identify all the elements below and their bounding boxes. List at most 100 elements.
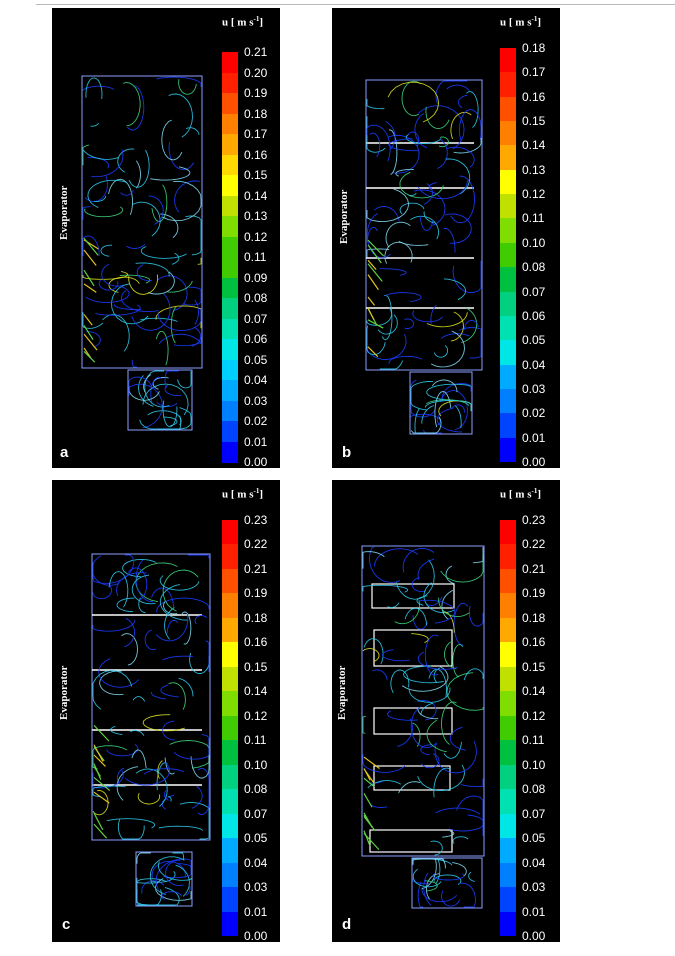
streamline	[442, 830, 455, 838]
streamline	[362, 551, 385, 569]
streamline	[366, 188, 410, 222]
streamline	[426, 873, 440, 900]
streamline	[138, 375, 154, 407]
streamline	[128, 149, 150, 188]
streamline	[135, 559, 154, 603]
streamline	[444, 213, 472, 244]
streamline	[131, 293, 171, 331]
streamline	[182, 286, 202, 306]
colorbar-segment	[222, 216, 238, 237]
colorbar-segment	[222, 72, 238, 94]
colorbar-segment	[222, 339, 238, 360]
colorbar-segment	[222, 441, 238, 463]
streamline	[423, 872, 432, 906]
streamline	[468, 871, 475, 882]
streamline	[440, 333, 470, 339]
unit-label: u [ m s-1]	[500, 15, 541, 29]
streamline	[191, 785, 203, 809]
unit-label: u [ m s-1]	[222, 15, 263, 29]
colorbar	[222, 520, 238, 937]
colorbar-segment	[500, 48, 516, 73]
colorbar-tick-label: 0.13	[522, 162, 546, 177]
streamline	[95, 304, 141, 316]
streamline	[131, 574, 156, 605]
colorbar-segment	[500, 169, 516, 195]
colorbar-tick-label: 0.17	[244, 127, 268, 141]
colorbar-tick-label: 0.18	[522, 41, 546, 55]
streamline	[366, 99, 385, 110]
colorbar	[500, 48, 516, 463]
streamline	[142, 383, 189, 416]
colorbar-segment	[222, 740, 238, 766]
colorbar-tick-label: 0.15	[522, 659, 546, 674]
streamline	[101, 263, 124, 287]
streamline	[93, 823, 108, 839]
panel-a: Evaporator u [ m s-1] 0.21 0.20 0.19 0.18 0.…	[52, 8, 280, 468]
streamline	[394, 600, 420, 625]
streamline	[410, 416, 442, 434]
streamline	[412, 858, 453, 866]
streamline	[188, 554, 210, 559]
streamline	[157, 307, 202, 332]
colorbar-tick-label: 0.03	[522, 880, 546, 895]
streamline	[426, 312, 468, 328]
streamline	[175, 864, 190, 897]
colorbar-tick-label: 0.06	[244, 332, 268, 346]
streamline	[450, 111, 472, 140]
colorbar-tick-label: 0.11	[522, 211, 545, 226]
colorbar-segment	[500, 315, 516, 341]
evaporator-label: Evaporator	[58, 185, 70, 240]
streamline	[150, 376, 163, 404]
streamline	[135, 160, 141, 189]
colorbar-tick-label: 0.19	[244, 586, 268, 601]
streamline	[161, 180, 202, 222]
streamline	[408, 687, 451, 703]
streamline	[92, 584, 112, 600]
unit-label: u [ m s-1]	[222, 487, 263, 501]
compartment-outline	[127, 369, 193, 431]
streamline	[458, 882, 476, 908]
streamline	[458, 327, 482, 359]
streamline	[162, 569, 199, 612]
product-box	[373, 765, 451, 791]
streamline	[92, 619, 136, 632]
colorbar-tick-label: 0.16	[244, 147, 268, 162]
streamline	[367, 346, 379, 358]
streamline	[93, 754, 106, 767]
colorbar-segment	[500, 911, 516, 937]
streamline	[185, 883, 191, 896]
streamline	[362, 715, 366, 734]
colorbar-segment	[500, 593, 516, 619]
colorbar-tick-label: 0.07	[522, 806, 546, 821]
streamline	[92, 669, 133, 710]
streamline	[397, 718, 413, 747]
streamline	[417, 180, 468, 200]
streamline	[136, 264, 153, 282]
streamline	[197, 767, 210, 815]
streamline	[162, 655, 193, 661]
streamline	[82, 85, 115, 91]
colorbar-segment	[222, 715, 238, 741]
streamline	[412, 722, 421, 747]
streamline	[93, 724, 110, 742]
streamline	[438, 136, 449, 148]
streamline	[417, 764, 465, 791]
streamline	[463, 668, 484, 681]
streamline	[91, 149, 124, 178]
colorbar-tick-label: 0.11	[244, 733, 267, 748]
streamline	[120, 290, 159, 313]
colorbar-tick-label: 0.09	[244, 270, 268, 285]
streamline	[140, 246, 187, 259]
colorbar-tick-label: 0.08	[522, 260, 546, 275]
colorbar-tick-label: 0.23	[244, 513, 268, 527]
streamline	[390, 669, 410, 694]
streamline	[106, 744, 139, 757]
streamline	[410, 381, 434, 411]
evaporator-label: Evaporator	[58, 665, 70, 720]
colorbar-tick-label: 0.18	[244, 106, 268, 121]
colorbar-tick-label: 0.12	[522, 708, 546, 723]
colorbar-tick-label: 0.05	[244, 352, 268, 367]
streamline	[379, 360, 403, 370]
streamline	[122, 558, 157, 578]
streamline	[161, 794, 175, 810]
